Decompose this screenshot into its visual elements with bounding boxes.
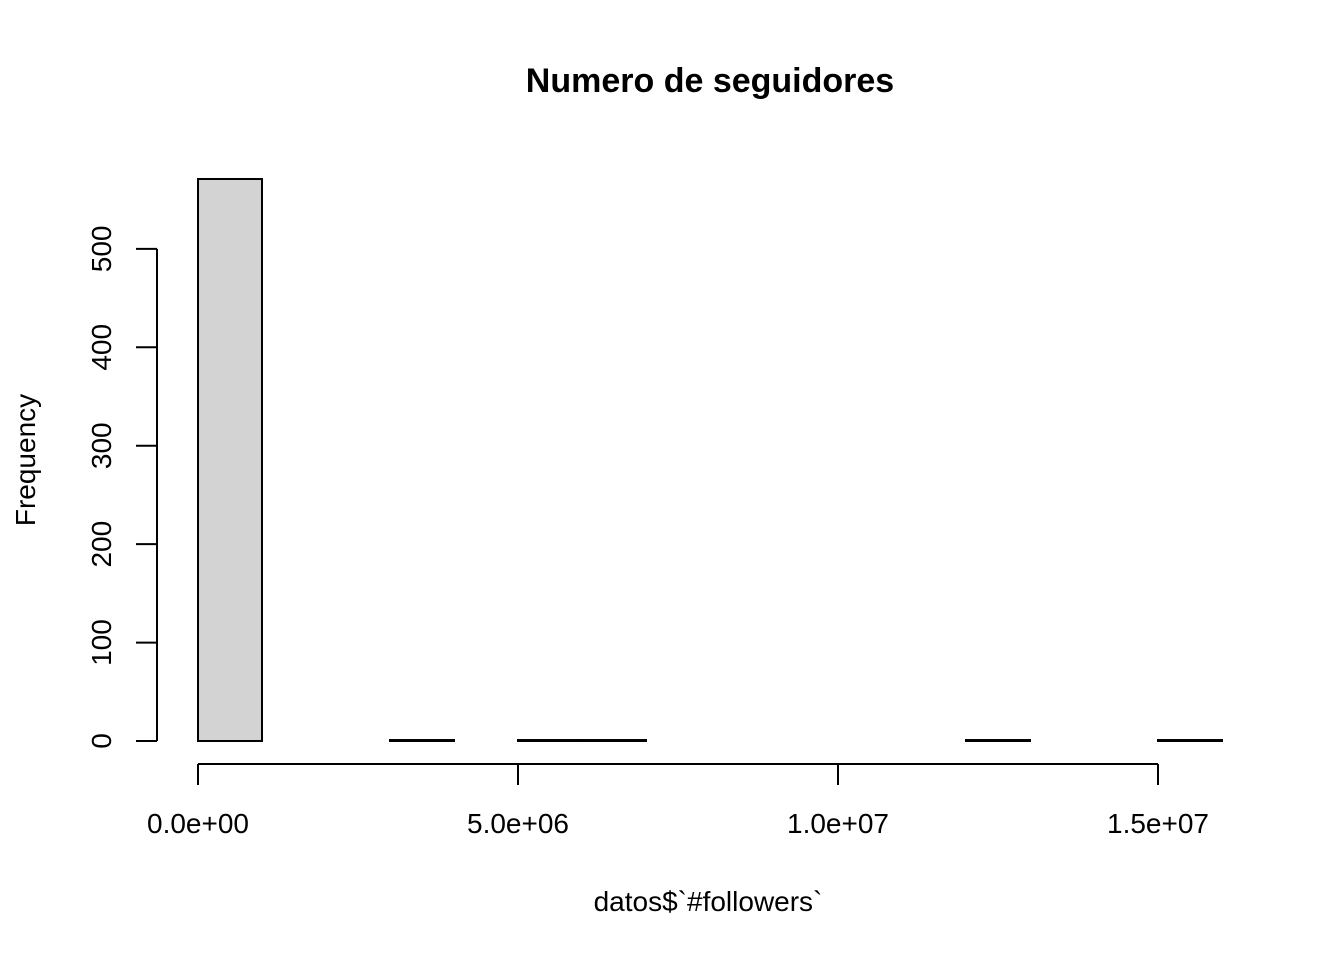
x-tick-label: 1.0e+07 [787, 808, 889, 839]
histogram-bar [197, 178, 263, 742]
y-axis: 0 100 200 300 400 500 [86, 226, 158, 749]
x-tick-label: 5.0e+06 [467, 808, 569, 839]
x-axis: 0.0e+00 5.0e+06 1.0e+07 1.5e+07 [147, 763, 1209, 839]
histogram-bar [1157, 739, 1223, 742]
histogram-bar [965, 739, 1031, 742]
histogram-bar [517, 739, 583, 742]
y-tick-label: 0 [86, 733, 117, 749]
y-tick-label: 100 [86, 619, 117, 666]
y-tick-label: 300 [86, 422, 117, 469]
y-tick-label: 500 [86, 226, 117, 273]
y-tick-label: 200 [86, 521, 117, 568]
histogram-bar [581, 739, 647, 742]
x-tick-label: 1.5e+07 [1107, 808, 1209, 839]
chart-title: Numero de seguidores [526, 62, 894, 100]
x-axis-label: datos$`#followers` [594, 886, 823, 917]
bars-group [197, 178, 1223, 742]
y-axis-label: Frequency [10, 394, 41, 526]
histogram-bar [389, 739, 455, 742]
y-tick-label: 400 [86, 324, 117, 371]
x-tick-label: 0.0e+00 [147, 808, 249, 839]
